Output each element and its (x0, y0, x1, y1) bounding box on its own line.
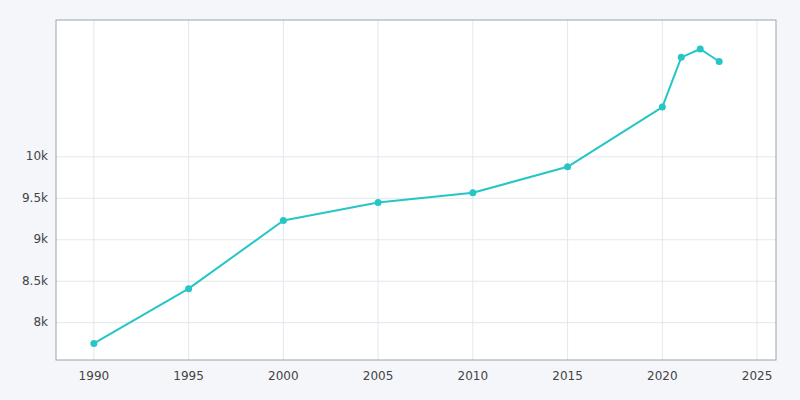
x-grid-line (567, 20, 568, 360)
x-tick-label: 2000 (268, 369, 299, 383)
y-tick-label: 9.5k (22, 191, 48, 205)
y-tick-label: 8.5k (22, 274, 48, 288)
series (90, 46, 722, 347)
point (280, 217, 287, 224)
x-tick-label: 1990 (79, 369, 110, 383)
x-tick-label: 2005 (363, 369, 394, 383)
y-tick-label: 10k (26, 149, 48, 163)
y-grid-line (56, 322, 776, 323)
y-grid-line (56, 156, 776, 157)
x-tick-label: 2025 (742, 369, 773, 383)
plot-background (56, 20, 776, 360)
x-grid-line (283, 20, 284, 360)
x-grid-line (93, 20, 94, 360)
y-tick-label: 9k (33, 232, 48, 246)
x-tick-label: 2010 (458, 369, 489, 383)
point (716, 58, 723, 65)
point (469, 189, 476, 196)
x-tick-label: 1995 (173, 369, 204, 383)
point (659, 104, 666, 111)
plot-frame (56, 20, 776, 360)
chart-svg: 8k 8.5k 9k 9.5k 10k 1990 1995 2000 2005 2010 2015 2… (0, 0, 800, 400)
x-grid-line (378, 20, 379, 360)
point (185, 285, 192, 292)
point (678, 54, 685, 61)
tick-labels: 8k 8.5k 9k 9.5k 10k 1990 1995 2000 2005 2010 2015 2… (22, 149, 772, 383)
point (697, 46, 704, 53)
grid (56, 20, 776, 360)
chart-container: 8k 8.5k 9k 9.5k 10k 1990 1995 2000 2005 2010 2015 2… (0, 0, 800, 400)
x-tick-label: 2020 (647, 369, 678, 383)
x-grid-line (662, 20, 663, 360)
point (375, 199, 382, 206)
x-grid-line (188, 20, 189, 360)
point (564, 163, 571, 170)
y-grid-line (56, 281, 776, 282)
x-grid-line (757, 20, 758, 360)
point (90, 340, 97, 347)
y-grid-line (56, 239, 776, 240)
y-tick-label: 8k (33, 315, 48, 329)
x-tick-label: 2015 (552, 369, 583, 383)
line (94, 49, 719, 343)
